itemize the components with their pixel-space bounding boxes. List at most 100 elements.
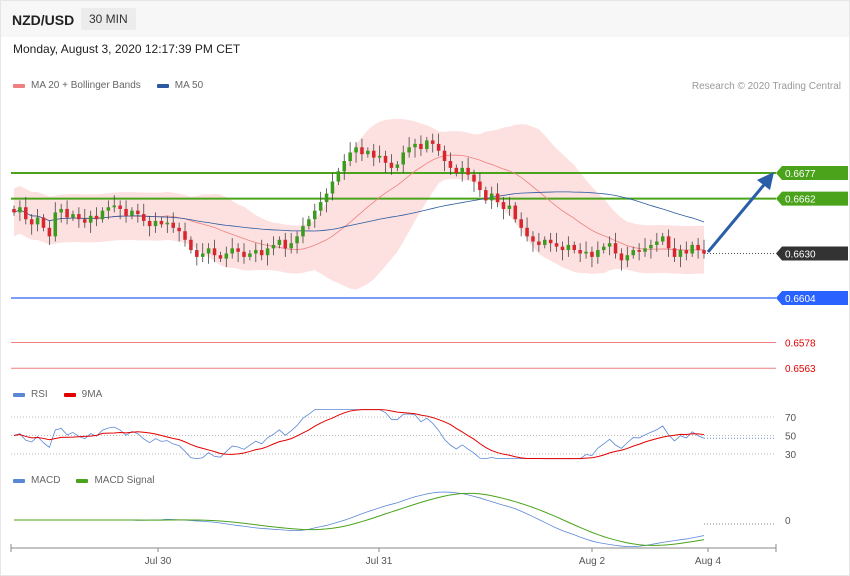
candle-body [112, 205, 117, 208]
candle-body [59, 208, 63, 213]
candle-body [637, 250, 641, 252]
rsi-legend: RSI 9MA [13, 389, 102, 400]
candle-body [572, 244, 577, 251]
candle-body [12, 208, 16, 213]
candle-body [696, 244, 700, 251]
candle-body [495, 193, 500, 203]
candle-body [566, 244, 571, 251]
candle-body [578, 250, 582, 254]
level-label: 0.6604 [785, 294, 816, 305]
candle-body [265, 248, 270, 256]
candle-body [342, 161, 347, 172]
candle-body [613, 243, 618, 254]
candle-body [259, 250, 264, 256]
macd-signal-line [14, 492, 705, 546]
candle-body [442, 150, 447, 162]
candle-body [324, 193, 329, 203]
candle-body [248, 253, 252, 257]
candle-body [254, 250, 258, 254]
candle-body [660, 236, 665, 242]
candle-body [83, 219, 87, 223]
level-tag [776, 246, 848, 261]
candle-body [395, 164, 400, 168]
candle-body [106, 207, 111, 211]
candle-body [525, 227, 529, 237]
candle-body [136, 210, 140, 215]
candle-body [206, 248, 211, 254]
legend-label-ma50: MA 50 [174, 80, 204, 91]
ma50-line [13, 191, 705, 232]
candle-body [590, 251, 594, 257]
candle-body [130, 210, 134, 216]
candle-body [88, 215, 93, 223]
x-axis-label: Jul 31 [366, 556, 393, 567]
legend-label-rsi: RSI [31, 389, 48, 400]
candle-body [165, 222, 170, 225]
candle-body [501, 202, 506, 209]
candle-body [531, 236, 535, 242]
candle-body [448, 161, 453, 168]
candle-body [596, 250, 600, 257]
level-label: 0.6677 [785, 169, 816, 180]
candle-body [159, 220, 164, 225]
candle-body [77, 214, 81, 220]
candle-body [460, 167, 464, 173]
candle-body [643, 248, 647, 252]
candle-body [301, 226, 305, 237]
candle-body [307, 219, 311, 227]
candle-body [18, 207, 22, 213]
candle-body [94, 215, 99, 220]
candle-body [195, 250, 199, 257]
candle-body [147, 220, 152, 227]
candle-body [24, 207, 28, 220]
rsi-level-label: 30 [785, 450, 797, 461]
candle-body [430, 140, 435, 144]
legend-label-ma20: MA 20 + Bollinger Bands [31, 80, 141, 91]
candle-body [183, 231, 187, 240]
candle-body [702, 250, 706, 254]
candle-body [177, 227, 181, 232]
x-axis-label: Jul 30 [145, 556, 172, 567]
candle-body [425, 140, 429, 150]
candle-body [53, 212, 58, 237]
legend-swatch-macd-signal [76, 478, 89, 483]
level-label: 0.6578 [785, 339, 816, 350]
candle-body [236, 248, 240, 252]
rsi-level-label: 70 [785, 413, 797, 424]
candle-body [383, 155, 388, 163]
candle-body [47, 227, 52, 237]
candle-body [478, 181, 482, 191]
level-label: 0.6630 [785, 249, 816, 260]
candle-body [543, 239, 547, 245]
candle-body [684, 250, 689, 254]
candle-body [336, 171, 341, 182]
candle-body [507, 205, 512, 209]
legend-label-macd: MACD [31, 475, 61, 486]
candle-body [118, 205, 122, 209]
candle-body [313, 210, 317, 220]
chart-header: NZD/USD 30 MIN [1, 1, 849, 37]
candle-body [419, 143, 423, 150]
timeframe-button[interactable]: 30 MIN [81, 8, 136, 30]
candle-body [218, 255, 223, 259]
candle-body [513, 205, 518, 220]
legend-label-macd-signal: MACD Signal [94, 475, 155, 486]
bollinger-band-area [14, 118, 704, 290]
candle-body [389, 162, 394, 168]
research-credit: Research © 2020 Trading Central [691, 81, 841, 92]
legend-swatch-9ma [63, 392, 76, 397]
candle-body [472, 174, 476, 182]
candle-body [537, 241, 541, 245]
candle-body [366, 150, 370, 155]
candle-body [649, 244, 653, 249]
candle-body [41, 217, 46, 228]
candle-body [277, 239, 282, 245]
candle-body [124, 208, 128, 216]
legend-swatch-ma50 [156, 83, 169, 88]
candle-body [289, 243, 293, 249]
candle-body [401, 152, 405, 165]
candle-body [678, 250, 683, 257]
candle-body [189, 239, 193, 251]
candle-body [65, 208, 69, 218]
level-tag [776, 191, 848, 206]
